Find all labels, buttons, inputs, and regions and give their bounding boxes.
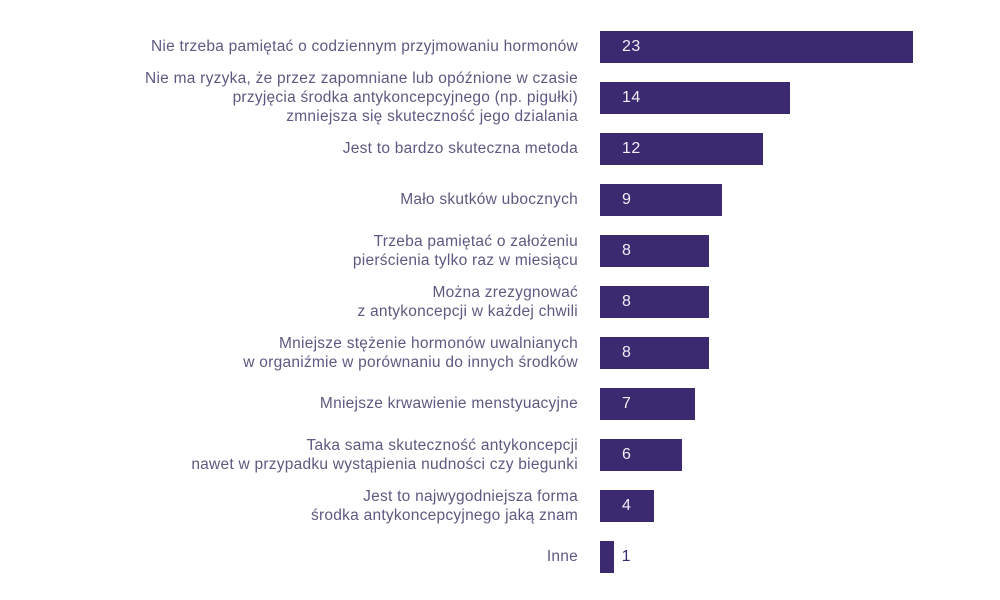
category-label: Jest to bardzo skuteczna metoda xyxy=(342,140,578,157)
value-label: 9 xyxy=(622,190,632,208)
category-label: Jest to najwygodniejsza forma środka ant… xyxy=(311,487,578,524)
category-label: Nie trzeba pamiętać o codziennym przyjmo… xyxy=(150,38,578,55)
bar-area: 8 xyxy=(600,336,709,369)
bar-row: Trzeba pamiętać o założeniu pierścienia … xyxy=(0,225,1000,276)
value-label: 8 xyxy=(622,292,632,310)
bar-row: Jest to najwygodniejsza forma środka ant… xyxy=(0,480,1000,531)
bar: 9 xyxy=(600,183,723,216)
category-label: Mało skutków ubocznych xyxy=(400,191,578,208)
bar-row: Taka sama skuteczność antykoncepcji nawe… xyxy=(0,429,1000,480)
bar-area: 9 xyxy=(600,183,723,216)
value-label: 8 xyxy=(622,343,632,361)
bar: 12 xyxy=(600,132,764,165)
bar-area: 1 xyxy=(600,540,631,573)
bar-row: Nie ma ryzyka, że przez zapomniane lub o… xyxy=(0,70,1000,125)
bar-row: Mniejsze stężenie hormonów uwalnianych w… xyxy=(0,327,1000,378)
bar-area: 12 xyxy=(600,132,764,165)
bar-row: Mniejsze krwawienie menstyuacyjne 7 xyxy=(0,378,1000,429)
category-label: Inne xyxy=(546,548,578,565)
bar: 7 xyxy=(600,387,696,420)
bar xyxy=(600,540,614,573)
value-label: 7 xyxy=(622,394,632,412)
value-label: 8 xyxy=(622,241,632,259)
bar: 6 xyxy=(600,438,682,471)
bar: 23 xyxy=(600,30,913,63)
bar-area: 6 xyxy=(600,438,682,471)
bar: 8 xyxy=(600,285,709,318)
bar: 4 xyxy=(600,489,655,522)
bar-row: Można zrezygnować z antykoncepcji w każd… xyxy=(0,276,1000,327)
bar-row: Inne 1 xyxy=(0,531,1000,582)
category-label: Mniejsze stężenie hormonów uwalnianych w… xyxy=(243,334,578,371)
category-label: Nie ma ryzyka, że przez zapomniane lub o… xyxy=(145,70,578,125)
bar-row: Mało skutków ubocznych 9 xyxy=(0,174,1000,225)
bar-area: 8 xyxy=(600,285,709,318)
bar: 8 xyxy=(600,234,709,267)
bar-area: 8 xyxy=(600,234,709,267)
value-label: 14 xyxy=(622,88,641,106)
value-label: 1 xyxy=(621,547,631,565)
bar-row: Jest to bardzo skuteczna metoda 12 xyxy=(0,123,1000,174)
value-label: 12 xyxy=(622,139,641,157)
bar-area: 14 xyxy=(600,81,791,114)
bar-area: 4 xyxy=(600,489,655,522)
value-label: 4 xyxy=(622,496,632,514)
bar-area: 7 xyxy=(600,387,696,420)
bar-chart: Nie trzeba pamiętać o codziennym przyjmo… xyxy=(0,21,1000,582)
category-label: Taka sama skuteczność antykoncepcji nawe… xyxy=(191,436,578,473)
bar-area: 23 xyxy=(600,30,913,63)
value-label: 23 xyxy=(622,37,641,55)
bar-row: Nie trzeba pamiętać o codziennym przyjmo… xyxy=(0,21,1000,72)
bar: 8 xyxy=(600,336,709,369)
category-label: Trzeba pamiętać o założeniu pierścienia … xyxy=(352,232,578,269)
bar: 14 xyxy=(600,81,791,114)
category-label: Mniejsze krwawienie menstyuacyjne xyxy=(319,395,578,412)
category-label: Można zrezygnować z antykoncepcji w każd… xyxy=(357,283,578,320)
value-label: 6 xyxy=(622,445,632,463)
